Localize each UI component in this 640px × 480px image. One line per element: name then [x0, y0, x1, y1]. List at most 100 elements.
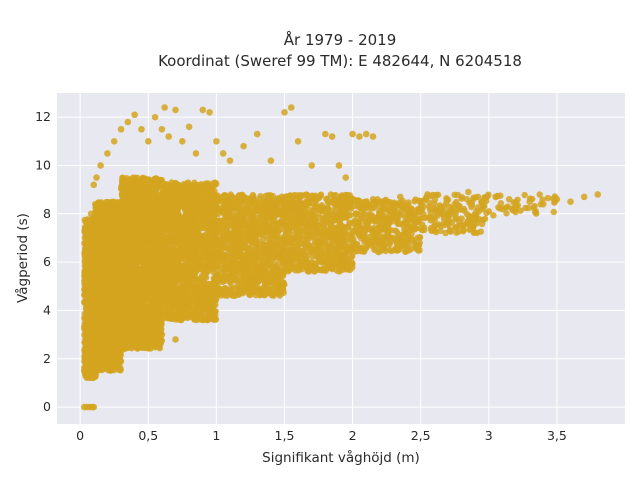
data-point	[124, 262, 132, 269]
data-point	[136, 296, 143, 303]
data-point	[130, 265, 137, 272]
data-point	[146, 183, 153, 191]
data-point	[140, 241, 147, 249]
data-point	[150, 289, 158, 297]
data-point	[158, 320, 165, 328]
data-point	[90, 331, 98, 338]
data-point	[107, 294, 115, 301]
data-point	[121, 300, 129, 308]
data-point	[97, 199, 105, 206]
data-point	[137, 212, 144, 220]
data-point	[135, 285, 143, 292]
data-point	[93, 367, 100, 374]
data-point	[149, 224, 156, 231]
data-point	[152, 206, 160, 214]
data-point	[120, 256, 127, 264]
data-point	[137, 313, 145, 321]
data-point	[106, 211, 114, 218]
data-point	[144, 216, 151, 223]
data-point	[115, 359, 122, 367]
data-point	[151, 190, 158, 198]
data-point	[97, 322, 105, 329]
data-point	[112, 207, 119, 214]
chart-title-line-2: Koordinat (Sweref 99 TM): E 482644, N 62…	[158, 52, 522, 70]
data-point	[127, 302, 135, 309]
data-point	[153, 175, 160, 182]
data-point	[128, 195, 136, 202]
data-point	[105, 247, 112, 254]
data-point	[134, 337, 141, 345]
data-point	[146, 256, 154, 263]
data-point	[154, 336, 162, 344]
data-point	[144, 305, 151, 312]
data-point	[150, 303, 157, 310]
data-point	[148, 327, 156, 335]
data-point	[104, 199, 111, 206]
data-point	[130, 209, 137, 217]
data-point	[84, 216, 91, 223]
data-point	[147, 320, 154, 327]
data-point	[118, 185, 125, 193]
data-point	[126, 292, 134, 299]
data-point	[82, 241, 89, 249]
data-point	[144, 275, 152, 282]
data-point	[131, 181, 139, 188]
data-point	[117, 204, 125, 211]
data-point	[154, 200, 161, 207]
data-points	[80, 104, 602, 411]
data-point	[118, 238, 125, 246]
data-point	[111, 257, 118, 265]
data-point	[119, 198, 127, 205]
data-point	[95, 302, 102, 309]
data-point	[110, 323, 117, 330]
data-point	[120, 229, 127, 236]
data-point	[113, 338, 120, 345]
data-point	[90, 276, 98, 284]
data-point	[99, 205, 107, 213]
data-point	[136, 219, 144, 226]
data-point	[118, 324, 126, 332]
data-point	[127, 307, 135, 315]
data-point	[105, 334, 112, 342]
data-point	[93, 340, 100, 347]
data-point	[98, 276, 105, 283]
data-point	[133, 251, 141, 258]
data-point	[124, 316, 132, 323]
data-point	[143, 210, 150, 218]
data-point	[131, 257, 139, 264]
data-point	[126, 326, 133, 333]
data-point	[135, 277, 142, 284]
data-point	[144, 176, 152, 184]
data-point	[82, 315, 89, 323]
data-point	[109, 218, 117, 225]
data-point	[133, 322, 140, 330]
data-point	[132, 290, 140, 298]
data-point	[98, 315, 105, 322]
data-point	[148, 234, 155, 242]
data-point	[82, 277, 89, 284]
data-point	[89, 372, 97, 379]
data-point	[85, 230, 92, 237]
data-point	[96, 217, 103, 224]
chart-title-line-1: År 1979 - 2019	[284, 30, 397, 49]
data-point	[118, 278, 126, 286]
data-point	[94, 229, 102, 236]
data-point	[117, 294, 125, 302]
data-point	[104, 283, 111, 290]
data-point	[91, 361, 98, 368]
data-point	[121, 337, 128, 345]
data-point	[118, 267, 126, 274]
data-point	[111, 344, 119, 351]
data-point	[82, 324, 90, 331]
data-point	[82, 288, 89, 295]
data-point	[131, 232, 138, 239]
data-point	[121, 218, 128, 225]
data-point	[129, 275, 137, 283]
data-point	[84, 250, 92, 258]
data-point	[96, 346, 104, 353]
data-point	[82, 263, 90, 271]
data-point	[138, 178, 146, 185]
data-point	[126, 225, 133, 233]
